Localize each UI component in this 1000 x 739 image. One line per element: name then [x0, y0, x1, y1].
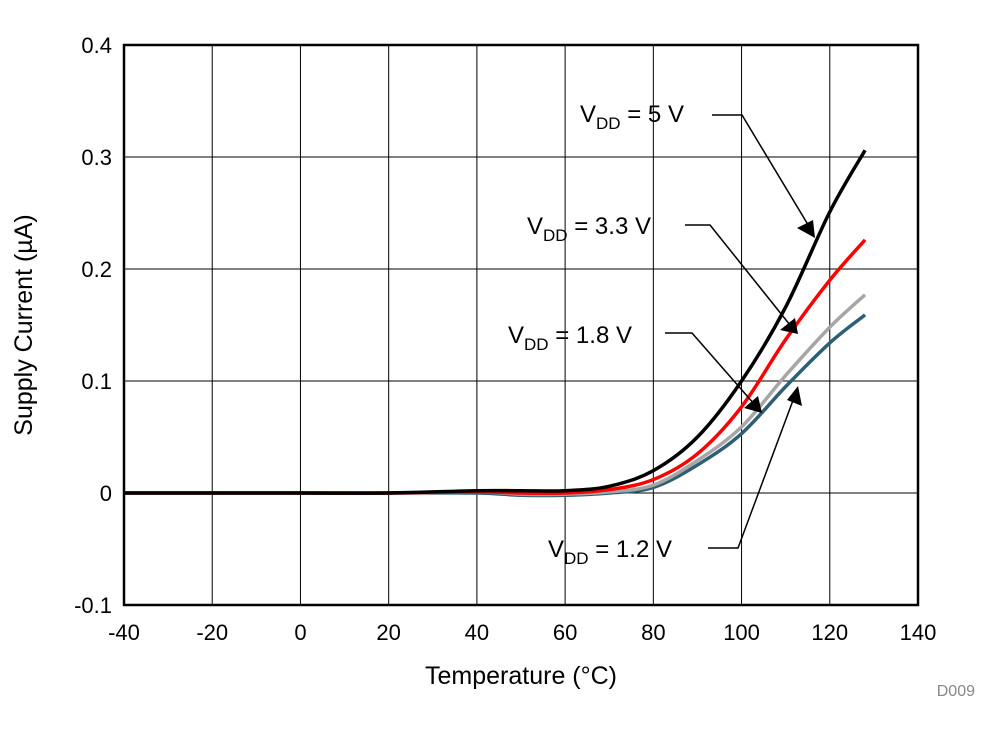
x-tick-label: 20 — [376, 620, 400, 645]
svg-text:VDD = 5 V: VDD = 5 V — [580, 101, 684, 133]
y-tick-label: 0 — [100, 481, 112, 506]
x-tick-label: -40 — [108, 620, 140, 645]
annotation-1v2: VDD = 1.2 V — [548, 386, 802, 568]
svg-text:VDD = 3.3 V: VDD = 3.3 V — [527, 213, 651, 245]
figure-id: D009 — [937, 683, 975, 700]
x-tick-label: 40 — [465, 620, 489, 645]
annotation-3v3: VDD = 3.3 V — [527, 213, 798, 334]
x-tick-label: 100 — [723, 620, 760, 645]
x-tick-label: -20 — [196, 620, 228, 645]
y-tick-label: -0.1 — [74, 593, 112, 618]
x-tick-label: 140 — [900, 620, 937, 645]
series-line-vdd-3-3-v — [123, 238, 867, 496]
y-tick-label: 0.2 — [81, 257, 112, 282]
arrowhead — [797, 220, 815, 238]
y-tick-label: 0.3 — [81, 145, 112, 170]
series-line-vdd-5-v — [123, 149, 867, 495]
annotation-1v8: VDD = 1.8 V — [508, 322, 762, 413]
x-tick-label: 120 — [811, 620, 848, 645]
x-tick-label: 0 — [294, 620, 306, 645]
plot-frame — [122, 43, 920, 607]
y-axis-label: Supply Current (µA) — [10, 214, 38, 435]
y-tick-label: 0.4 — [81, 33, 112, 58]
annotation-arrow — [712, 114, 811, 229]
svg-text:VDD = 1.2 V: VDD = 1.2 V — [548, 536, 672, 568]
x-tick-label: 60 — [553, 620, 577, 645]
x-tick-label: 80 — [641, 620, 665, 645]
svg-text:VDD = 1.8 V: VDD = 1.8 V — [508, 322, 632, 354]
y-tick-label: 0.1 — [81, 369, 112, 394]
series-line-vdd-1-8-v — [123, 293, 867, 497]
x-axis-label: Temperature (°C) — [425, 662, 617, 690]
annotation-5v: VDD = 5 V — [580, 101, 815, 238]
